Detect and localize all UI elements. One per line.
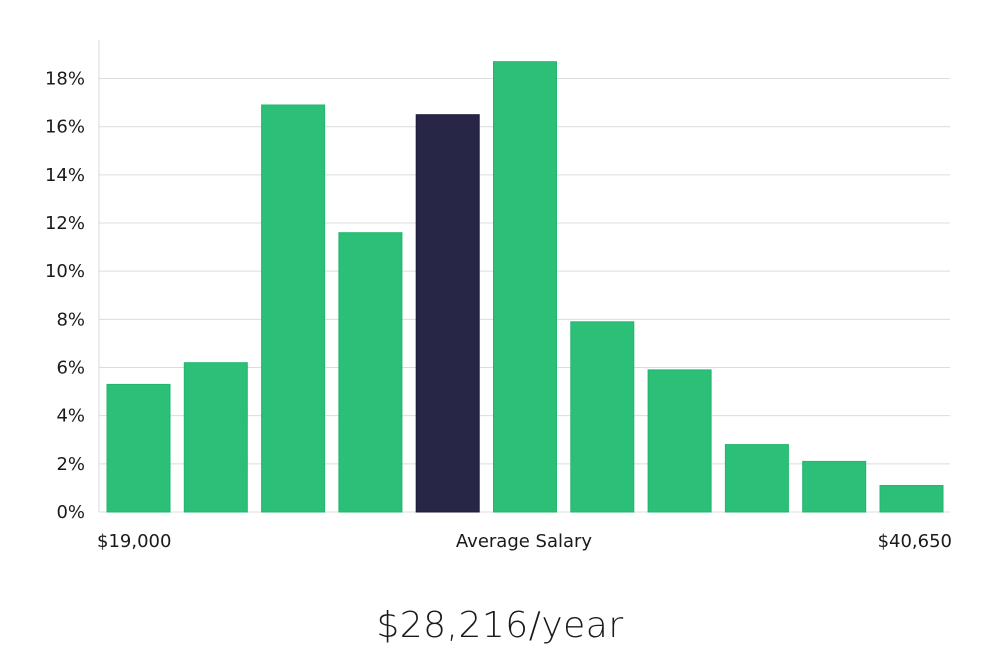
bar (879, 485, 944, 513)
bar (724, 444, 789, 513)
y-tick-label: 2% (56, 454, 85, 475)
y-tick-label: 14% (45, 165, 85, 186)
bar (802, 460, 867, 513)
y-tick-labels: 0% 2% 4% 6% 8% 10% 12% 14% 16% 18% (45, 69, 85, 523)
x-axis-label: Average Salary (456, 531, 593, 552)
bar (338, 232, 403, 513)
bar (570, 321, 635, 513)
bar (493, 61, 557, 513)
y-tick-label: 16% (45, 117, 85, 138)
y-tick-label: 4% (56, 406, 85, 427)
y-tick-label: 0% (56, 502, 85, 523)
y-tick-label: 12% (45, 213, 85, 234)
bar (183, 362, 248, 513)
bar-highlighted (415, 114, 480, 513)
average-salary-value: $28,216/year (376, 605, 624, 646)
x-max-label: $40,650 (878, 531, 952, 552)
bar (647, 369, 712, 513)
bar (106, 383, 171, 513)
y-tick-label: 6% (56, 358, 85, 379)
salary-histogram-chart: 0% 2% 4% 6% 8% 10% 12% 14% 16% 18% $19,000 Averag… (45, 40, 952, 552)
bars (106, 61, 944, 513)
y-tick-label: 8% (56, 309, 85, 330)
y-tick-label: 10% (45, 261, 85, 282)
y-tick-label: 18% (45, 69, 85, 90)
x-min-label: $19,000 (97, 531, 171, 552)
bar (261, 104, 326, 513)
